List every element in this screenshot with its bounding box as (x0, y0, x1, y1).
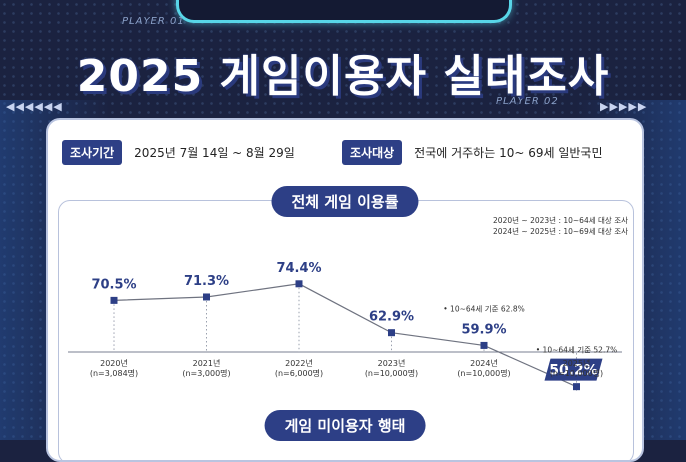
x-tick-label: 2025년 (563, 358, 591, 368)
x-tick-label: 2021년 (193, 358, 221, 368)
note-line: 2020년 ~ 2023년 : 10~64세 대상 조사 (493, 216, 628, 225)
data-point (203, 293, 210, 301)
data-point (388, 329, 395, 337)
period-badge: 조사기간 (62, 140, 123, 165)
player2-tag: PLAYER 02 (496, 96, 559, 107)
top-neon-tab (176, 0, 512, 23)
x-tick-sample-size: (n=3,000명) (182, 368, 230, 378)
arrows-right: ▶▶▶▶▶ (600, 100, 648, 113)
x-tick-sample-size: (n=10,000명) (365, 368, 418, 378)
x-tick-label: 2023년 (378, 358, 406, 368)
x-tick-label: 2024년 (470, 358, 498, 368)
data-label: 70.5% (91, 277, 136, 292)
survey-card: 조사기간 2025년 7월 14일 ~ 8월 29일 조사대상 전국에 거주하는… (46, 118, 644, 462)
x-tick-label: 2020년 (100, 358, 128, 368)
chart-annotation: • 10~64세 기준 52.7% (536, 346, 617, 355)
highlight-label-bg (544, 358, 603, 381)
data-point (480, 341, 488, 349)
data-label: 74.4% (276, 261, 321, 276)
x-tick-sample-size: (n=10,000명) (550, 368, 603, 378)
period-value: 2025년 7월 14일 ~ 8월 29일 (134, 146, 295, 160)
note-line: 2024년 ~ 2025년 : 10~69세 대상 조사 (493, 227, 628, 236)
data-label: 50.2% (549, 363, 598, 379)
page-title: 2025 게임이용자 실태조사 (76, 51, 610, 102)
data-label: 71.3% (184, 274, 229, 289)
x-tick-sample-size: (n=10,000명) (457, 368, 510, 378)
player1-tag: PLAYER 01 (122, 16, 185, 27)
arrows-left: ◀◀◀◀◀◀ (6, 100, 63, 113)
next-section-title: 게임 미이용자 행태 (264, 410, 426, 441)
target-badge: 조사대상 (342, 140, 403, 165)
data-point (295, 280, 303, 288)
x-tick-label: 2022년 (285, 358, 313, 368)
x-tick-sample-size: (n=3,084명) (90, 368, 138, 378)
chart-annotation: • 10~64세 기준 62.8% (443, 304, 524, 313)
data-label: 59.9% (461, 322, 506, 337)
data-point (573, 383, 580, 391)
target-value: 전국에 거주하는 10~ 69세 일반국민 (414, 146, 603, 160)
data-point (110, 296, 118, 304)
x-tick-sample-size: (n=6,000명) (275, 368, 323, 378)
survey-target: 조사대상 전국에 거주하는 10~ 69세 일반국민 (342, 140, 603, 165)
survey-period: 조사기간 2025년 7월 14일 ~ 8월 29일 (62, 140, 295, 165)
series-line (113, 283, 577, 388)
chart-section-title: 전체 게임 이용률 (271, 186, 419, 217)
survey-notes: 2020년 ~ 2023년 : 10~64세 대상 조사 2024년 ~ 202… (493, 215, 628, 237)
data-label: 62.9% (369, 310, 414, 325)
usage-rate-chart: 70.5% 2020년(n=3,084명) 71.3% 2021년(n=3,000명)… (68, 261, 622, 391)
